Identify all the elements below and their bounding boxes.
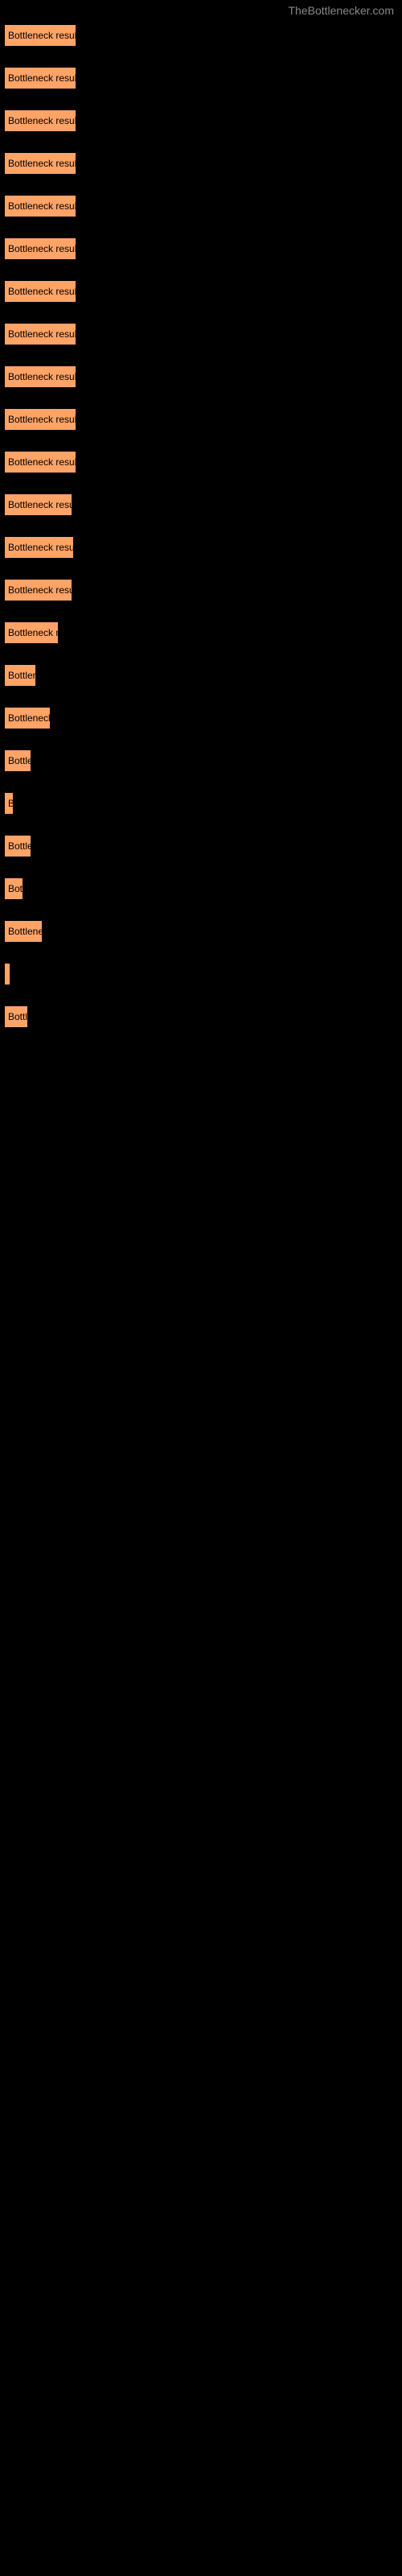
chart-bar: Bottleneck resul <box>4 536 74 559</box>
bar-row: B <box>4 792 398 815</box>
chart-bar: Bottleneck result <box>4 408 76 431</box>
chart-bar: Bottleneck result <box>4 280 76 303</box>
chart-bar: Bottleneck r <box>4 621 59 644</box>
chart-bar: Bottleneck resu <box>4 579 72 601</box>
bar-row: Bottleneck result <box>4 408 398 431</box>
bar-row: Bottleneck resu <box>4 579 398 601</box>
bar-row: Bottleneck result <box>4 237 398 260</box>
bar-row: Bottlen <box>4 664 398 687</box>
chart-bar: Bottleneck result <box>4 24 76 47</box>
bar-row: Bottleneck result <box>4 323 398 345</box>
chart-bar: Bottlen <box>4 664 36 687</box>
bar-row: Bottleneck resul <box>4 536 398 559</box>
chart-bar: Bottleneck <box>4 707 51 729</box>
bar-row: Bottlene <box>4 920 398 943</box>
bar-chart: Bottleneck result Bottleneck result Bottle… <box>0 0 402 1052</box>
chart-bar: Bottleneck result <box>4 237 76 260</box>
bar-row: Bottleneck result <box>4 195 398 217</box>
chart-bar: B <box>4 792 14 815</box>
bar-row: Bottleneck result <box>4 24 398 47</box>
chart-bar: Bottleneck result <box>4 67 76 89</box>
chart-bar: Bottle <box>4 835 31 857</box>
bar-row: Bottleneck result <box>4 365 398 388</box>
bar-row: Bottleneck result <box>4 280 398 303</box>
chart-bar: Bottleneck result <box>4 195 76 217</box>
chart-bar: Bottl <box>4 1005 28 1028</box>
chart-bar: Bottleneck result <box>4 152 76 175</box>
chart-bar: Bottle <box>4 749 31 772</box>
bar-row: Bot <box>4 877 398 900</box>
bar-row: Bottleneck resu <box>4 493 398 516</box>
chart-bar: Bottleneck result <box>4 109 76 132</box>
bar-row: Bottleneck result <box>4 451 398 473</box>
bar-row: Bottleneck result <box>4 67 398 89</box>
bar-row: Bottleneck result <box>4 109 398 132</box>
bar-row <box>4 963 398 985</box>
bar-row: Bottl <box>4 1005 398 1028</box>
chart-bar: Bottleneck result <box>4 451 76 473</box>
watermark-text: TheBottlenecker.com <box>288 4 394 17</box>
chart-bar <box>4 963 10 985</box>
chart-bar: Bottlene <box>4 920 43 943</box>
chart-bar: Bottleneck resu <box>4 493 72 516</box>
bar-row: Bottleneck <box>4 707 398 729</box>
bar-row: Bottleneck result <box>4 152 398 175</box>
chart-bar: Bottleneck result <box>4 323 76 345</box>
chart-bar: Bottleneck result <box>4 365 76 388</box>
bar-row: Bottleneck r <box>4 621 398 644</box>
bar-row: Bottle <box>4 835 398 857</box>
bar-row: Bottle <box>4 749 398 772</box>
chart-bar: Bot <box>4 877 23 900</box>
